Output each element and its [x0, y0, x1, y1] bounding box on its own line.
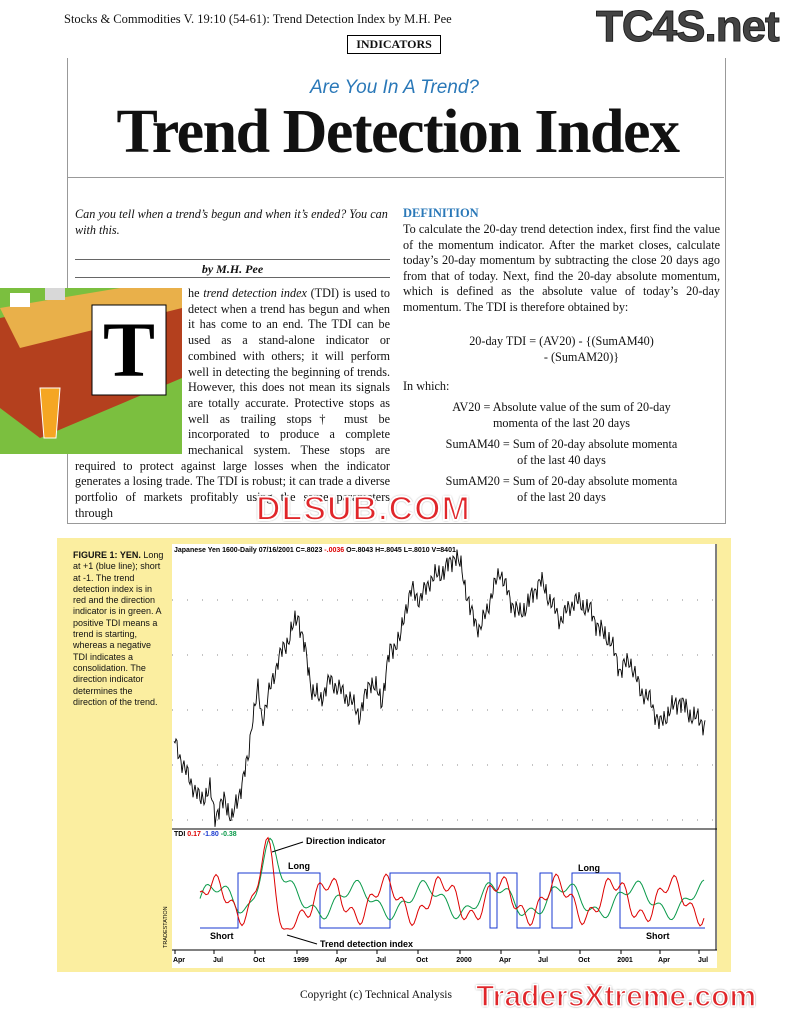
definition-heading: DEFINITION — [403, 206, 479, 220]
cup — [45, 288, 65, 300]
caption-text: Long at +1 (blue line); short at -1. The… — [73, 550, 164, 707]
term-line: SumAM20 = Sum of 20-day absolute momenta — [445, 474, 678, 488]
legend-part: TDI — [174, 831, 185, 838]
annotation: Long — [578, 863, 600, 873]
title: Trend Detection Index — [116, 98, 680, 166]
section-label: INDICATORS — [347, 35, 441, 54]
body: he trend detection index (TDI) is used t… — [75, 286, 390, 522]
watermark: TC4S.net — [596, 2, 781, 52]
term-line: of the last 40 days — [517, 452, 606, 467]
term-line: momenta of the last 20 days — [492, 415, 631, 430]
x-label: 2001 — [617, 957, 633, 964]
definition-text: To calculate the 20-day trend detection … — [403, 222, 720, 314]
formula-line: - (SumAM20)} — [543, 350, 620, 364]
legend-part: -1.80 — [203, 831, 219, 838]
glass — [39, 387, 61, 439]
tdi-legend: TDI 0.17 -1.80 -0.38 — [174, 831, 237, 838]
figure-caption: FIGURE 1: YEN. Long at +1 (blue line); s… — [73, 550, 165, 708]
drop-cap-box — [91, 304, 167, 396]
annotation: Long — [288, 861, 310, 871]
header-part: -.0036 — [324, 547, 344, 554]
chart-bg — [172, 544, 717, 968]
body-text: he trend detection index (TDI) is used t… — [75, 286, 390, 522]
legend-part: 0.17 — [187, 831, 201, 838]
x-label: Apr — [173, 957, 185, 964]
annotation: Trend detection index — [320, 939, 413, 949]
text: he — [188, 286, 204, 300]
price-lines — [172, 549, 716, 827]
leader — [271, 841, 304, 853]
shelf-top — [0, 288, 182, 348]
term-line: SumAM40 = Sum of 20-day absolute momenta — [445, 437, 678, 451]
formula-line: 20-day TDI = (AV20) - {(SumAM40) — [469, 334, 654, 348]
text: (TDI) is used to detect when a trend has… — [75, 286, 390, 520]
cup — [10, 293, 30, 307]
x-label: Oct — [253, 957, 265, 964]
watermark: DLSUB.COM — [255, 489, 471, 529]
position-line — [200, 872, 705, 929]
x-label: Apr — [499, 957, 511, 964]
kicker: Are You In A Trend? — [310, 77, 479, 98]
term-line: AV20 = Absolute value of the sum of 20-d… — [452, 400, 671, 414]
tdi-lines — [199, 836, 705, 930]
annotation: Short — [210, 931, 234, 941]
running-head: Stocks & Commodities V. 19:10 (54-61): T… — [64, 12, 452, 26]
annotation: Direction indicator — [306, 836, 386, 846]
x-label: Jul — [376, 957, 386, 964]
x-label: Oct — [578, 957, 590, 964]
copyright: Copyright (c) Technical Analysis — [300, 989, 452, 1001]
deck: Can you tell when a trend’s begun and wh… — [75, 207, 388, 237]
drop-cap-illustration: T — [0, 288, 182, 454]
in-which: In which: — [403, 379, 450, 393]
x-label: Jul — [698, 957, 708, 964]
rule — [75, 259, 390, 260]
drop-cap: T — [103, 306, 155, 393]
direction-line — [199, 837, 705, 921]
x-label: Jul — [213, 957, 223, 964]
term: SumAM20 = Sum of 20-day absolute momenta… — [403, 474, 720, 505]
x-labels: Apr Jul Oct 1999 Apr Jul Oct 2000 Apr Jul Oct 2001 A… — [173, 950, 708, 964]
terms: AV20 = Absolute value of the sum of 20-d… — [403, 400, 720, 511]
term: SumAM40 = Sum of 20-day absolute momenta… — [403, 437, 720, 468]
chart-header: Japanese Yen 1600-Daily 07/16/2001 C=.80… — [174, 547, 456, 554]
header-part: O=.8043 H=.8045 L=.8010 V=8401 — [346, 547, 456, 554]
legend-part: -0.38 — [221, 831, 237, 838]
x-label: Oct — [416, 957, 428, 964]
x-label: Apr — [335, 957, 347, 964]
leader — [286, 934, 318, 945]
watermark: TradersXtreme.com — [475, 979, 757, 1014]
tdi-line — [199, 836, 705, 930]
x-label: 1999 — [293, 957, 309, 964]
term-line: of the last 20 days — [517, 489, 606, 504]
price-trace — [173, 549, 706, 827]
term: AV20 = Absolute value of the sum of 20-d… — [403, 400, 720, 431]
formula: 20-day TDI = (AV20) - {(SumAM40) - (SumA… — [403, 333, 720, 365]
text: trend detection index — [203, 286, 307, 300]
x-label: Apr — [658, 957, 670, 964]
rule — [75, 277, 390, 278]
header-part: Japanese Yen 1600-Daily 07/16/2001 C=.80… — [174, 547, 322, 554]
annotation: Short — [646, 931, 670, 941]
x-label: Jul — [538, 957, 548, 964]
rule — [67, 177, 724, 178]
vendor: TRADESTATION — [163, 906, 169, 948]
x-label: 2000 — [456, 957, 472, 964]
byline: by M.H. Pee — [201, 262, 264, 276]
caption-label: FIGURE 1: YEN. — [73, 550, 141, 560]
